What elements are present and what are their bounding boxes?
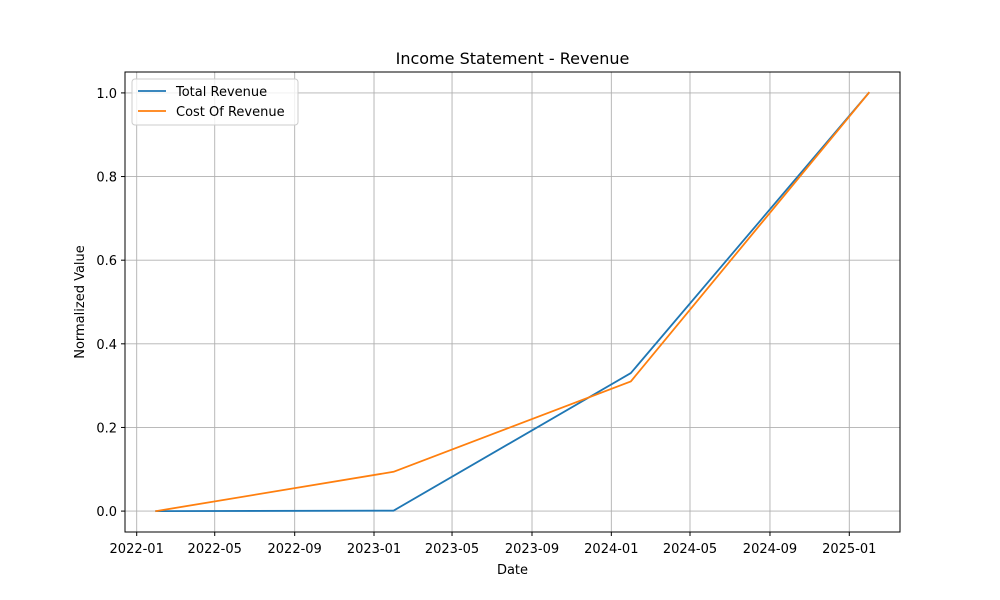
legend-label-total-revenue: Total Revenue <box>175 85 267 100</box>
x-tick-label: 2024-01 <box>584 542 638 557</box>
plot-frame <box>124 71 901 533</box>
x-axis-ticks: 2022-01 2022-05 2022-09 2023-01 2023-05 2023-… <box>110 532 876 557</box>
y-tick-label: 0.0 <box>96 505 117 520</box>
y-tick-label: 0.6 <box>96 254 117 269</box>
x-tick-label: 2023-09 <box>505 542 559 557</box>
y-tick-label: 0.8 <box>96 171 117 186</box>
x-tick-label: 2022-05 <box>188 542 242 557</box>
series-line-cost-of-revenue <box>155 91 871 513</box>
y-tick-label: 1.0 <box>96 87 117 102</box>
y-tick-label: 0.2 <box>96 421 117 436</box>
y-tick-label: 0.4 <box>96 338 117 353</box>
y-axis-ticks: 0.0 0.2 0.4 0.6 0.8 1.0 <box>96 87 125 520</box>
legend-label-cost-of-revenue: Cost Of Revenue <box>176 105 285 120</box>
x-axis-label: Date <box>497 563 528 578</box>
chart-title: Income Statement - Revenue <box>396 49 630 68</box>
legend-box <box>131 78 299 126</box>
legend: Total Revenue Cost Of Revenue <box>131 78 299 126</box>
x-tick-label: 2023-05 <box>425 542 479 557</box>
x-tick-label: 2024-05 <box>663 542 717 557</box>
x-tick-label: 2022-09 <box>268 542 322 557</box>
series-line-total-revenue <box>155 91 871 512</box>
x-tick-label: 2024-09 <box>743 542 797 557</box>
x-tick-label: 2022-01 <box>110 542 164 557</box>
x-tick-label: 2025-01 <box>822 542 876 557</box>
y-axis-label: Normalized Value <box>73 245 88 359</box>
x-tick-label: 2023-01 <box>347 542 401 557</box>
series-lines <box>155 91 871 513</box>
